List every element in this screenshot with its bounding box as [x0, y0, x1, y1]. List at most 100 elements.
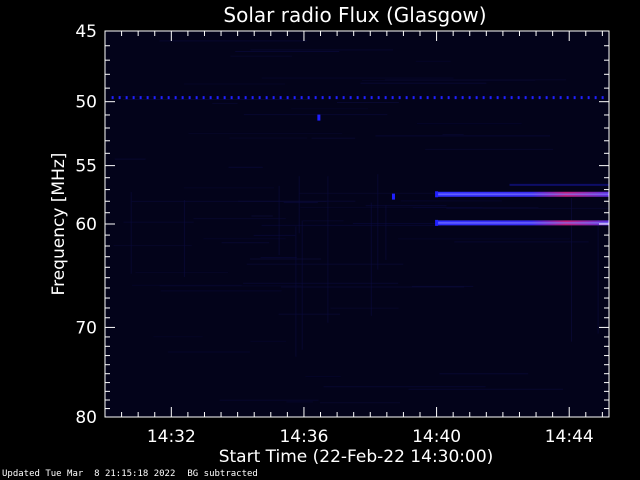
noise-streak: [246, 263, 404, 265]
noise-streak: [230, 55, 292, 57]
noise-streak: [408, 388, 563, 390]
noise-streak: [571, 197, 572, 342]
noise-streak: [362, 80, 536, 82]
emission-band-core: [436, 193, 609, 196]
noise-streak: [260, 257, 297, 259]
y-tick-label: 80: [75, 408, 97, 428]
noise-streak: [398, 238, 570, 240]
noise-texture: [113, 40, 609, 404]
noise-streak: [377, 174, 379, 270]
noise-streak: [183, 199, 185, 278]
noise-streak: [415, 60, 451, 62]
noise-streak: [300, 207, 483, 209]
x-axis: 14:32 14:36 14:40 14:44: [104, 31, 603, 447]
noise-streak: [203, 238, 286, 240]
noise-streak: [135, 271, 229, 273]
footer: Updated Tue Mar 8 21:15:18 2022 BG subtra…: [2, 469, 270, 479]
y-axis-label: Frequency [MHz]: [49, 153, 69, 296]
noise-streak: [249, 258, 322, 260]
noise-streak: [250, 49, 393, 51]
noise-streak: [153, 336, 203, 338]
noise-streak: [261, 77, 454, 79]
chart-title: Solar radio Flux (Glasgow): [223, 3, 486, 27]
noise-streak: [159, 40, 307, 42]
x-tick-label: 14:44: [545, 427, 594, 447]
emission-spot: [391, 193, 395, 200]
noise-streak: [305, 376, 341, 378]
noise-streak: [131, 200, 327, 202]
noise-streak: [385, 205, 387, 260]
y-tick-label: 45: [75, 22, 97, 42]
y-tick-label: 70: [75, 318, 97, 338]
noise-streak: [400, 200, 502, 202]
noise-streak: [167, 351, 250, 353]
emission-spot: [435, 219, 439, 226]
noise-streak: [243, 282, 399, 284]
y-tick-label: 50: [75, 93, 97, 113]
noise-streak: [251, 215, 273, 217]
noise-streak: [113, 245, 192, 247]
noise-streak: [360, 82, 487, 84]
emission-features: [111, 96, 609, 226]
noise-streak: [118, 96, 153, 98]
noise-streak: [250, 340, 286, 342]
noise-streak: [278, 185, 280, 256]
noise-streak: [283, 202, 318, 204]
bg-note: BG subtracted: [187, 469, 258, 479]
updated-timestamp: Updated Tue Mar 8 21:15:18 2022: [2, 469, 176, 479]
noise-streak: [452, 96, 553, 98]
noise-streak: [454, 241, 589, 243]
noise-streak: [281, 286, 465, 288]
noise-streak: [229, 137, 308, 139]
plot-area: [104, 30, 610, 418]
noise-streak: [384, 79, 567, 81]
noise-streak: [219, 399, 319, 401]
noise-streak: [122, 99, 312, 100]
noise-streak: [370, 202, 372, 316]
noise-streak: [439, 373, 529, 375]
noise-streak: [337, 102, 399, 103]
noise-streak: [323, 386, 486, 388]
noise-streak: [159, 285, 302, 287]
faint-band: [509, 183, 609, 186]
noise-streak: [212, 102, 238, 104]
noise-streak: [375, 135, 550, 137]
noise-streak: [425, 148, 554, 150]
noise-streak: [597, 219, 599, 334]
x-tick-label: 14:32: [147, 427, 196, 447]
emission-spot: [435, 191, 439, 198]
noise-streak: [411, 285, 474, 287]
x-tick-label: 14:36: [279, 427, 328, 447]
noise-streak: [352, 223, 515, 225]
noise-streak: [132, 284, 242, 286]
noise-streak: [278, 313, 340, 315]
noise-streak: [123, 221, 194, 223]
noise-streak: [193, 218, 286, 220]
noise-streak: [327, 176, 329, 323]
noise-streak: [184, 83, 286, 85]
noise-streak: [235, 51, 340, 52]
x-axis-label: Start Time (22-Feb-22 14:30:00): [219, 447, 494, 467]
noise-streak: [298, 176, 300, 234]
noise-streak: [130, 192, 132, 274]
x-tick-label: 14:40: [412, 427, 461, 447]
noise-streak: [416, 123, 522, 125]
noise-streak: [295, 226, 297, 357]
noise-streak: [291, 108, 368, 110]
noise-streak: [114, 158, 146, 160]
noise-streak: [330, 307, 399, 309]
noise-streak: [253, 234, 296, 236]
noise-streak: [319, 402, 400, 404]
noise-streak: [365, 205, 447, 207]
y-tick-label: 60: [75, 215, 97, 235]
noise-streak: [302, 220, 344, 222]
noise-streak: [261, 224, 441, 226]
noise-streak: [183, 187, 274, 189]
noise-streak: [286, 401, 313, 403]
y-axis: 45 50 55 60 70 80: [75, 22, 609, 428]
noise-streak: [160, 290, 282, 292]
emission-spot: [317, 114, 321, 121]
noise-streak: [311, 137, 356, 139]
noise-streak: [412, 207, 539, 209]
